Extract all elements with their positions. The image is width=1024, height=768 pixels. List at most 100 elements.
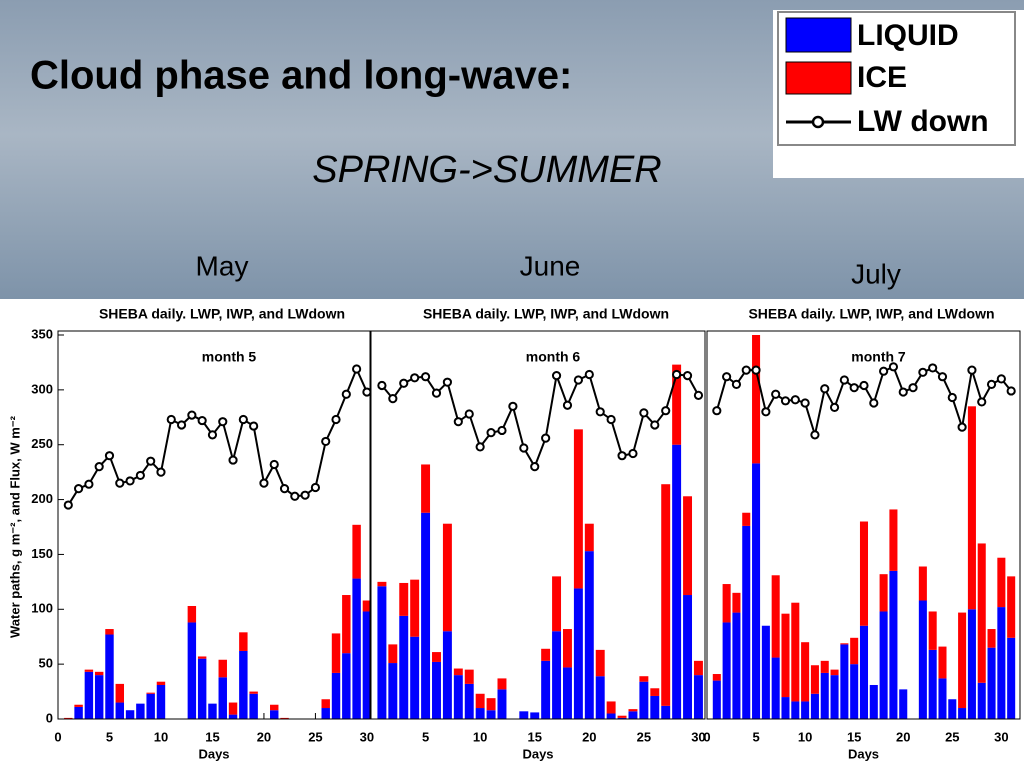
bar-segment [918,600,927,719]
bar-segment [830,669,839,676]
bar-segment [722,584,731,623]
lw-marker [497,425,507,436]
bar-segment [421,464,431,513]
lw-marker [259,478,269,488]
bar-segment [1007,576,1016,638]
lw-marker [166,414,176,425]
lw-marker [829,402,840,413]
lw-marker [551,370,562,381]
bar-segment [64,717,73,719]
x-tick-label: 20 [896,729,910,744]
bar-segment [249,693,258,719]
bar-segment [239,632,248,651]
bar-segment [486,710,496,719]
bar-segment [342,595,351,654]
bar-segment [541,660,551,719]
bar-segment [187,605,197,623]
x-tick-label: 5 [752,729,759,744]
bar-segment [752,463,761,719]
lw-marker [800,398,810,408]
chart-panel: SHEBA daily. LWP, IWP, and LWdown month 6… [370,306,706,761]
bar-segment [771,575,780,658]
bar-segment [388,663,398,719]
bar-segment [879,574,888,612]
bar-segment [115,683,125,703]
bar-segment [552,576,562,632]
bar-segment [820,672,829,719]
lw-marker [584,369,594,380]
lw-marker [573,375,583,385]
legend-label: LIQUID [857,19,959,52]
lw-marker [486,428,496,438]
month-label: June [520,250,581,281]
x-tick-label: 5 [106,729,113,744]
bar-segment [606,713,616,719]
bar-segment [810,665,819,694]
plot-frame [57,330,371,720]
lw-marker [146,456,156,466]
month-label: July [851,258,901,289]
bar-segment [732,592,741,613]
legend-frame [777,11,1016,146]
x-tick-label: 25 [945,729,959,744]
lw-marker [94,462,104,472]
lw-marker [639,408,649,418]
lw-marker [731,379,742,389]
lw-marker [810,430,820,440]
bar-segment [475,708,485,719]
bar-segment [453,668,463,676]
bar-segment [442,631,452,719]
bar-segment [541,648,551,661]
lw-marker [135,470,145,481]
lw-marker [977,397,987,407]
x-tick-label: 10 [154,729,168,744]
bar-segment [801,701,810,719]
y-tick-label: 150 [31,546,53,561]
plot-frame [370,330,706,720]
bar-segment [628,711,638,719]
bar-segment [453,675,463,719]
bar-segment [84,669,94,672]
bars [377,364,703,719]
x-tick-label: 0 [703,729,710,744]
lw-marker [197,415,207,426]
lw-marker [453,417,463,427]
bar-segment [781,613,790,698]
bar-segment [1007,637,1016,719]
lw-marker [761,407,771,417]
lw-marker [431,388,442,398]
bar-segment [115,702,125,719]
lw-marker [508,401,518,411]
bar-segment [859,625,869,719]
bar-segment [74,706,83,719]
bar-segment [722,622,731,719]
bar-segment [270,710,279,719]
bar-segment [987,647,996,719]
x-tick-label: 0 [54,729,61,744]
bar-segment [74,704,83,707]
legend-label: LW down [857,105,989,138]
x-axis-label: Days [848,746,879,761]
bar-segment [781,697,790,719]
bar-segment [650,695,660,719]
x-tick-label: 10 [798,729,812,744]
bar-segment [388,644,398,664]
legend-swatch [785,61,852,95]
lw-marker [672,369,682,380]
bar-segment [672,364,682,445]
bar-segment [94,675,104,719]
lw-marker [269,459,279,470]
lw-marker [187,410,197,420]
bar-segment [442,523,452,632]
bar-segment [928,649,937,719]
lw-marker [859,380,869,391]
lw-marker [986,379,997,389]
lw-marker [937,372,948,382]
lw-marker [595,407,605,417]
bar-segment [218,659,227,678]
bar-segment [628,709,638,712]
lw-marker [898,387,908,397]
bar-segment [464,683,474,719]
lw-marker [84,479,94,489]
lw-marker [207,430,218,440]
